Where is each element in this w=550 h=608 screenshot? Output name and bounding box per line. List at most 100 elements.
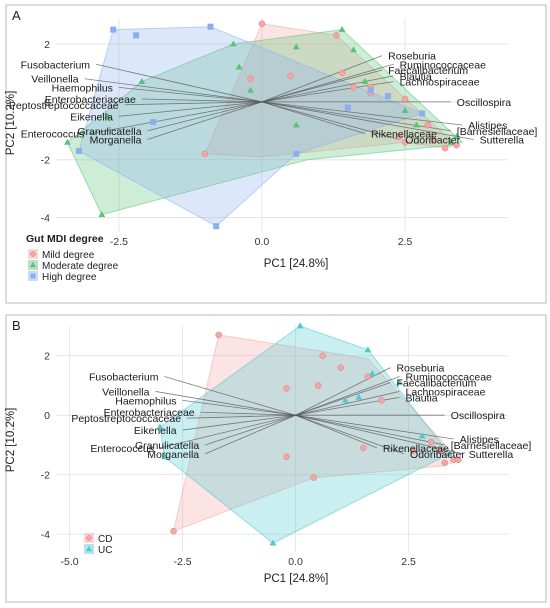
loading-label: Haemophilus <box>52 82 113 94</box>
loading-label: Haemophilus <box>115 395 176 407</box>
point-circle <box>396 133 403 140</box>
y-tick-label: 0 <box>44 410 50 422</box>
loading-label: Granulicatella <box>135 440 199 452</box>
plot-area <box>56 18 508 232</box>
loading-arrow <box>261 55 383 103</box>
point-square <box>207 23 214 30</box>
loading-arrow <box>295 414 445 446</box>
point-triangle <box>104 112 111 119</box>
point-square <box>384 93 391 100</box>
loading-label: Peptostreptococcaceae <box>71 413 181 425</box>
point-circle <box>258 20 266 28</box>
point-circle <box>441 144 449 152</box>
point-circle <box>170 527 177 535</box>
x-axis-title: PC1 [24.8%] <box>264 258 329 270</box>
point-circle <box>283 385 290 392</box>
loading-vectors <box>84 55 474 140</box>
point-circle <box>338 69 346 77</box>
data-points <box>64 20 460 230</box>
loading-label: Sutterella <box>480 134 525 146</box>
legend-marker-triangle <box>30 261 36 268</box>
loading-arrow <box>164 376 296 416</box>
panel-a: AFusobacteriumVeillonellaHaemophilusEnte… <box>5 4 547 304</box>
point-circle <box>436 447 444 455</box>
point-triangle <box>98 211 106 218</box>
point-triangle <box>338 25 346 32</box>
loading-arrow <box>141 98 262 103</box>
loading-labels: FusobacteriumVeillonellaHaemophilusEnter… <box>71 363 531 461</box>
loading-label: Enterobacteriaceae <box>104 407 195 419</box>
point-circle <box>215 331 222 339</box>
loading-arrow <box>205 414 296 446</box>
loading-arrow <box>261 101 474 140</box>
loading-arrow <box>261 101 451 132</box>
loading-label: Blautia <box>406 392 438 404</box>
y-tick-label: -2 <box>41 470 50 482</box>
panel-label: A <box>12 8 21 23</box>
point-triangle <box>235 63 243 70</box>
legend-marker-circle <box>86 535 92 541</box>
y-tick-label: 0 <box>44 97 50 109</box>
point-circle <box>453 141 460 149</box>
loading-arrow <box>147 101 263 132</box>
loading-arrow <box>295 391 400 416</box>
point-circle <box>455 456 462 464</box>
point-square <box>419 110 426 117</box>
group-hulls <box>66 23 464 227</box>
panel-b: BFusobacteriumVeillonellaHaemophilusEnte… <box>5 314 547 603</box>
point-square <box>75 148 82 155</box>
point-triangle <box>247 86 254 93</box>
point-square <box>110 26 117 33</box>
loading-label: Granulicatella <box>77 126 141 138</box>
point-circle <box>350 84 357 91</box>
loading-arrow <box>295 414 454 440</box>
point-triangle <box>447 138 455 145</box>
loading-label: Alistipes <box>460 434 499 446</box>
loading-arrow <box>295 414 405 455</box>
loading-vectors <box>155 367 463 455</box>
point-circle <box>333 32 340 39</box>
x-tick-label: -2.5 <box>110 236 128 248</box>
legend-label: Moderate degree <box>42 261 119 272</box>
hull-mild-degree <box>204 23 458 158</box>
point-circle <box>287 72 294 80</box>
loading-label: Ruminococcaceae <box>400 59 487 71</box>
point-triangle <box>355 393 363 400</box>
loading-arrow <box>261 101 366 135</box>
loading-label: Ruminococcaceae <box>406 372 493 384</box>
point-triangle <box>418 432 426 439</box>
loading-label: Morganella <box>147 449 199 461</box>
legend-label: UC <box>98 545 112 556</box>
point-circle <box>283 453 290 461</box>
point-square <box>150 119 157 126</box>
loading-label: Enterococcus <box>90 443 154 455</box>
loading-arrow <box>261 101 400 140</box>
point-square <box>133 32 140 39</box>
loading-arrow <box>187 414 296 419</box>
loading-arrow <box>295 382 391 416</box>
y-tick-label: -2 <box>41 155 50 167</box>
point-circle <box>310 474 317 481</box>
point-triangle <box>229 40 237 47</box>
point-circle <box>337 364 345 371</box>
loading-label: Eikenella <box>70 111 113 123</box>
x-tick-label: 0.0 <box>255 236 270 248</box>
loading-label: Roseburia <box>396 363 444 375</box>
point-triangle <box>138 78 146 85</box>
point-square <box>344 104 351 111</box>
point-circle <box>360 444 367 452</box>
point-circle <box>364 373 372 380</box>
point-triangle <box>453 132 460 139</box>
loading-arrow <box>295 376 400 416</box>
point-circle <box>430 136 437 143</box>
loading-label: [Barnesiellaceae] <box>451 440 532 452</box>
point-triangle <box>350 46 357 53</box>
loading-label: Veillonella <box>31 74 78 86</box>
point-circle <box>378 397 385 404</box>
loading-arrow <box>118 87 263 103</box>
point-triangle <box>413 121 420 128</box>
loading-label: Morganella <box>90 134 142 146</box>
x-axis-title: PC1 [24.8%] <box>264 573 329 585</box>
point-triangle <box>396 378 403 385</box>
